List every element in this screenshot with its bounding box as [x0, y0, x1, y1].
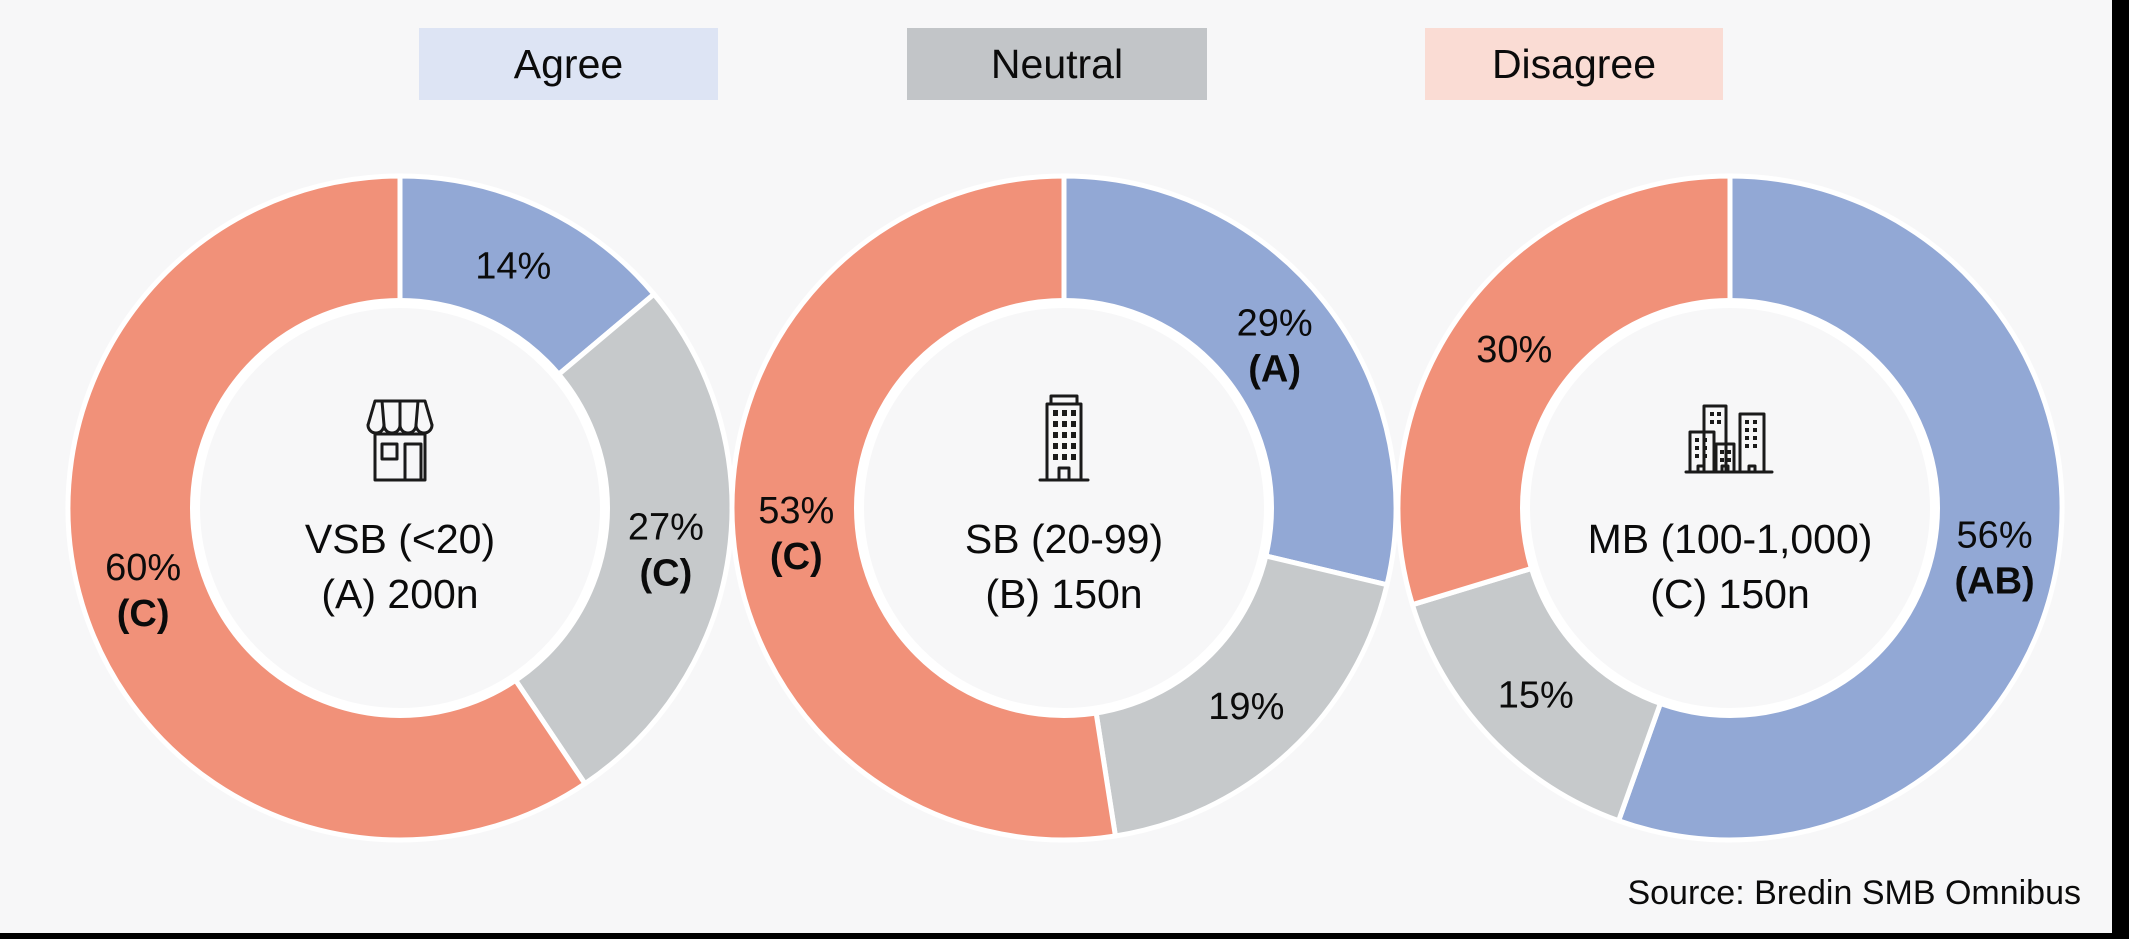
city-buildings-icon [1684, 390, 1776, 490]
donut-chart-vsb: 14% 27% (C) 60% (C) VSB (<20) (A) 200n [50, 158, 750, 858]
office-building-icon [1028, 390, 1100, 490]
source-note: Source: Bredin SMB Omnibus [1627, 874, 2081, 912]
donut-center-line1: VSB (<20) [304, 516, 496, 562]
legend-item-neutral: Neutral [907, 28, 1207, 100]
donut-hole [854, 298, 1274, 718]
screen-bottom-edge-bar [0, 933, 2129, 939]
donut-hole [190, 298, 610, 718]
donut-center-line2: (C) 150n [1650, 571, 1810, 617]
segment-percent-label: 14% [475, 246, 551, 288]
segment-percent-label: 53% [758, 490, 834, 532]
donut-center-line2: (A) 200n [321, 571, 479, 617]
donut-center-line2: (B) 150n [985, 571, 1143, 617]
segment-percent-label: 60% [105, 547, 181, 589]
segment-significance-label: (C) [770, 536, 823, 578]
donut-svg-sb: 29%(A) 19% 53%(C) [729, 173, 1399, 843]
donut-svg-mb: 56%(AB) 15% 30% [1395, 173, 2065, 843]
segment-significance-label: (A) [1248, 349, 1301, 391]
segment-significance-label: (AB) [1954, 561, 2034, 603]
donut-center-mb: MB (100-1,000) (C) 150n [1525, 390, 1935, 650]
segment-percent-label: 19% [1208, 686, 1284, 728]
segment-percent-label: 27% [628, 506, 704, 548]
donut-center-vsb: VSB (<20) (A) 200n [195, 390, 605, 650]
legend-item-disagree: Disagree [1425, 28, 1723, 100]
legend-item-agree: Agree [419, 28, 718, 100]
segment-percent-label: 30% [1476, 329, 1552, 371]
donut-svg-vsb: 14%27%(C)60%(C) [65, 173, 735, 843]
donut-center-sb: SB (20-99) (B) 150n [859, 390, 1269, 650]
segment-significance-label: (C) [117, 593, 170, 635]
legend-label-disagree: Disagree [1491, 40, 1657, 87]
donut-chart-sb: 29% (A) 19% 53% (C) [714, 158, 1414, 858]
storefront-icon [350, 390, 450, 490]
segment-percent-label: 15% [1498, 674, 1574, 716]
segment-significance-label: (C) [639, 552, 692, 594]
donut-center-line1: MB (100-1,000) [1587, 516, 1873, 562]
donut-hole [1520, 298, 1940, 718]
screen-right-edge-bar [2112, 0, 2129, 939]
donut-chart-mb: 56% (AB) 15% 30% [1380, 158, 2080, 858]
segment-percent-label: 29% [1237, 303, 1313, 345]
legend-label-neutral: Neutral [990, 40, 1124, 87]
legend-label-agree: Agree [513, 40, 624, 87]
donut-center-line1: SB (20-99) [964, 516, 1164, 562]
segment-percent-label: 56% [1957, 515, 2033, 557]
